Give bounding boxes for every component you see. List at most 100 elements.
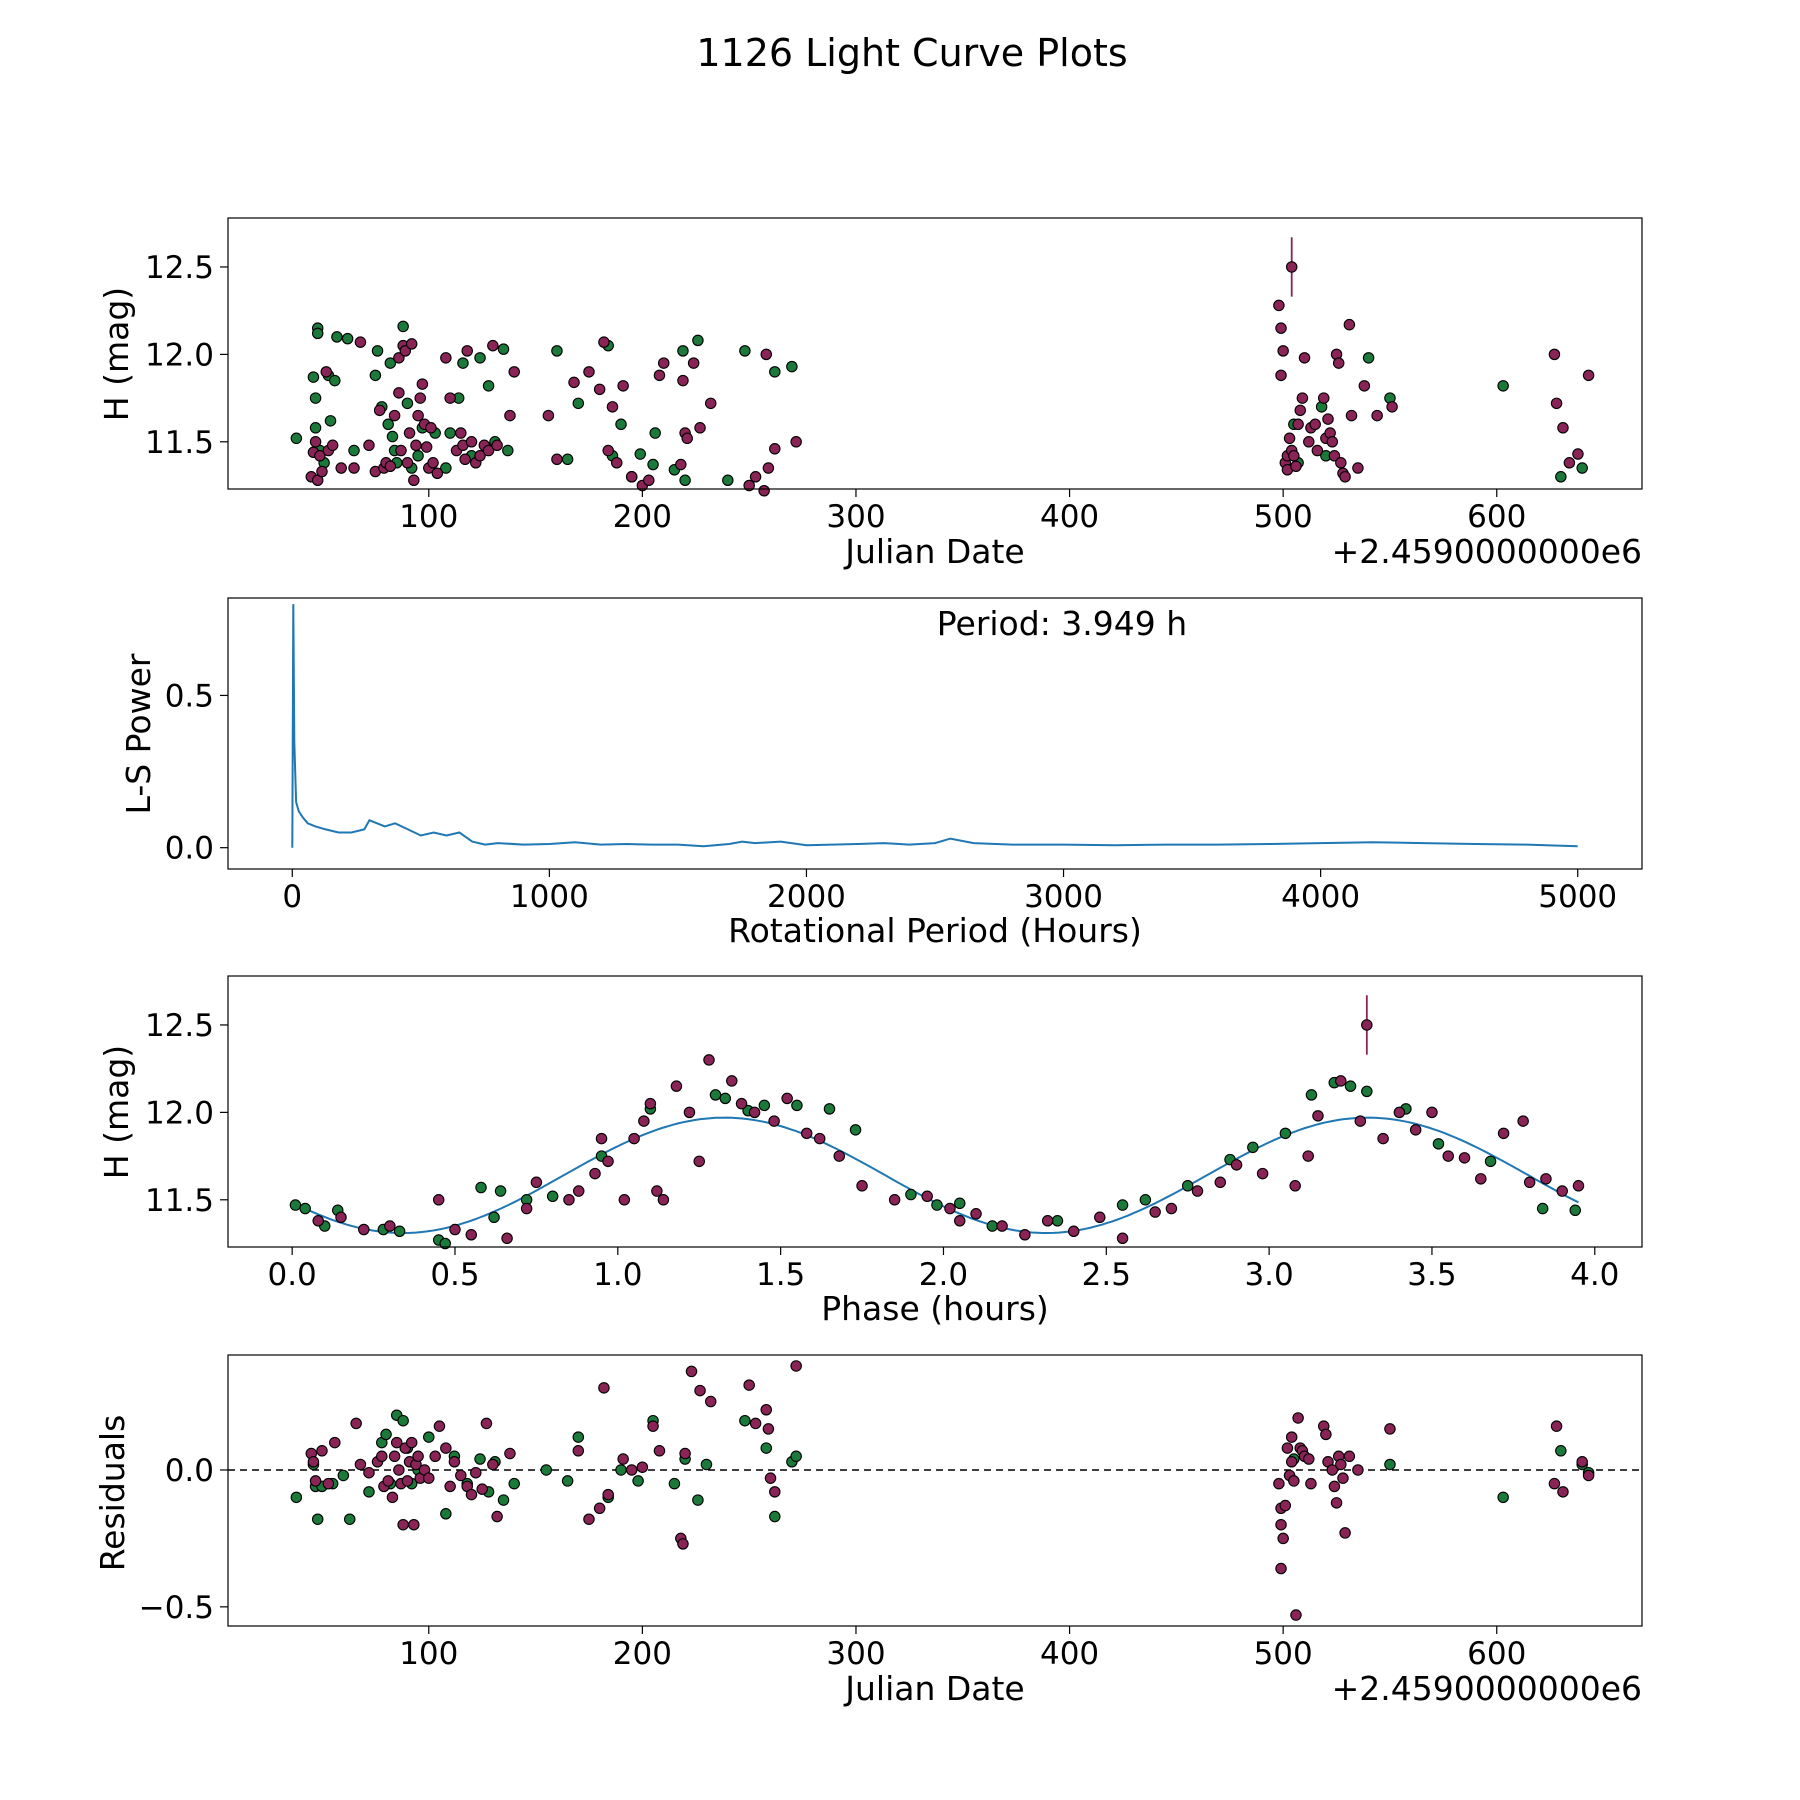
lightcurve-data-point: [311, 327, 324, 340]
phase-data-point: [670, 1080, 683, 1092]
lightcurve-data-point: [401, 397, 414, 410]
lightcurve-data-point: [1277, 345, 1289, 357]
phase-data-point: [520, 1202, 533, 1215]
residuals-data-point: [1343, 1450, 1356, 1463]
phase-data-point: [1540, 1173, 1552, 1185]
phase-xtick-label: 0.0: [267, 1257, 316, 1293]
lightcurve-data-point: [420, 441, 433, 453]
phase-ytick-label: 12.5: [145, 1008, 214, 1044]
lightcurve-data-point: [1309, 418, 1321, 431]
lightcurve-data-point: [444, 427, 456, 439]
periodogram-axes-frame: [227, 597, 1643, 870]
residuals-data-point: [572, 1445, 585, 1457]
residuals-data-point: [739, 1414, 751, 1427]
phase-data-point: [1256, 1167, 1269, 1180]
phase-data-point: [781, 1092, 793, 1105]
lightcurve-data-point: [393, 352, 405, 364]
periodogram-xtick-label: 5000: [1538, 879, 1617, 915]
phase-ytick-label: 11.5: [145, 1183, 214, 1219]
lightcurve-data-point: [401, 457, 414, 469]
lightcurve-data-point: [1497, 380, 1509, 392]
residuals-data-point: [617, 1453, 629, 1465]
phase-data-point: [1139, 1194, 1152, 1206]
residuals-data-point: [1292, 1412, 1304, 1424]
lightcurve-data-point: [393, 387, 405, 399]
periodogram-annotation: Period: 3.949 h: [937, 604, 1187, 643]
residuals-data-point: [762, 1423, 775, 1435]
lightcurve-offset-label: +2.4590000000e6: [1332, 532, 1642, 571]
lightcurve-data-point: [1298, 352, 1311, 364]
phase-xtick-label: 4.0: [1570, 1257, 1619, 1293]
lightcurve-data-point: [1288, 450, 1300, 462]
lightcurve-plot-area: 100 200 300 400 500 600 11.5 12.0 12.5: [145, 237, 1595, 535]
phase-data-point: [1354, 1115, 1367, 1127]
residuals-xlabel: Julian Date: [843, 1669, 1025, 1708]
residuals-data-point: [429, 1450, 441, 1463]
lightcurve-data-point: [679, 474, 691, 487]
lightcurve-data-point: [769, 366, 781, 378]
lightcurve-data-point: [412, 450, 424, 462]
phase-data-point: [530, 1176, 543, 1189]
residuals-data-point: [653, 1445, 666, 1457]
lightcurve-data-point: [657, 357, 670, 369]
lightcurve-data-point: [461, 345, 473, 357]
lightcurve-data-point: [1339, 471, 1351, 483]
residuals-data-point: [694, 1384, 706, 1397]
residuals-data-point: [760, 1442, 773, 1454]
lightcurve-data-point: [1352, 462, 1364, 474]
lightcurve-data-point: [427, 457, 439, 469]
residuals-data-point: [350, 1417, 362, 1430]
phase-data-point: [1426, 1106, 1438, 1119]
phase-data-point: [572, 1185, 585, 1197]
lightcurve-data-point: [395, 444, 407, 457]
residuals-data-point: [337, 1469, 350, 1482]
phase-axes-frame: [227, 975, 1643, 1248]
lightcurve-axes-frame: [227, 217, 1643, 490]
phase-data-point: [1361, 1085, 1373, 1098]
phase-data-point: [823, 1103, 836, 1115]
residuals-data-point: [668, 1477, 681, 1490]
phase-data-point: [1361, 1019, 1373, 1031]
lightcurve-data-point: [1572, 448, 1584, 460]
residuals-data-point: [491, 1510, 503, 1523]
lightcurve-data-point: [474, 352, 486, 364]
lightcurve-data-point: [758, 484, 770, 497]
residuals-data-point: [769, 1486, 781, 1498]
lightcurve-data-point: [1555, 471, 1567, 483]
phase-data-point: [475, 1181, 487, 1194]
residuals-data-point: [636, 1461, 649, 1473]
phase-data-point: [856, 1180, 868, 1192]
residuals-data-point: [1337, 1472, 1349, 1484]
residuals-data-point: [1497, 1491, 1509, 1504]
phase-data-point: [1149, 1206, 1161, 1218]
lightcurve-data-point: [373, 404, 386, 417]
residuals-data-point: [440, 1442, 452, 1454]
residuals-ytick-label: −0.5: [139, 1590, 214, 1626]
residuals-data-point: [376, 1450, 388, 1463]
periodogram-ylabel: L-S Power: [119, 653, 158, 814]
residuals-data-point: [1275, 1518, 1287, 1531]
residuals-ylabel: Residuals: [93, 1415, 132, 1572]
panel-phase: 0.0 0.5 1.0 1.5 2.0 2.5 3.0 3.5 4.011.512.012.5 …: [97, 975, 1643, 1328]
lightcurve-data-point: [1317, 392, 1330, 404]
lightcurve-data-point: [309, 422, 322, 434]
residuals-data-point: [790, 1360, 802, 1372]
residuals-data-point: [1384, 1458, 1396, 1471]
lightcurve-data-point: [1311, 444, 1324, 457]
residuals-data-point: [704, 1395, 717, 1408]
phase-data-point: [1344, 1080, 1357, 1092]
lightcurve-data-point: [388, 409, 401, 422]
lightcurve-data-point: [610, 457, 623, 469]
residuals-data-point: [769, 1510, 781, 1523]
lightcurve-data-point: [687, 357, 700, 369]
lightcurve-data-point: [1303, 436, 1315, 448]
residuals-xtick-label: 500: [1254, 1636, 1313, 1672]
phase-plot-area: 0.0 0.5 1.0 1.5 2.0 2.5 3.0 3.5 4.0 11.5 12.0 12.5: [145, 995, 1619, 1293]
phase-data-point: [1556, 1185, 1568, 1197]
lightcurve-data-point: [329, 374, 341, 387]
residuals-data-point: [1285, 1431, 1298, 1443]
lightcurve-data-point: [508, 366, 520, 378]
residuals-data-point: [1582, 1469, 1595, 1482]
residuals-data-point: [572, 1431, 585, 1443]
